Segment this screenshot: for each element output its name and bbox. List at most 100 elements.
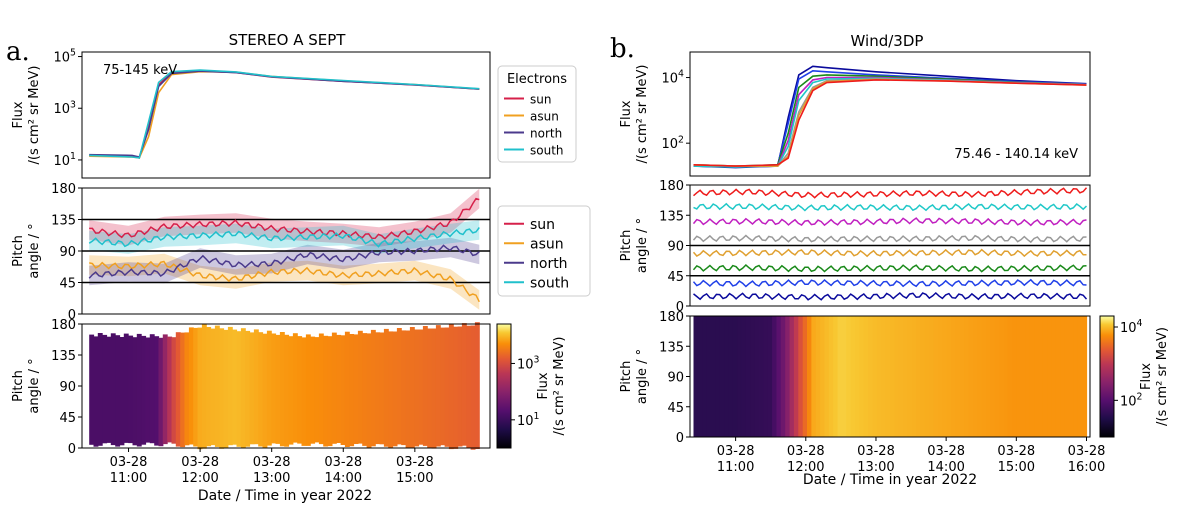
stereo-pitch-series-sun: [89, 197, 480, 240]
stereo-heatmap-cell: [388, 331, 394, 448]
stereo-flux-panel: 101 103 105 Flux/(s cm² sr MeV) 75-145 keV El…: [11, 48, 577, 179]
stereo-heatmap-cell: [89, 334, 95, 445]
stereo-heatmap-cell: [223, 329, 229, 448]
wind-heatmap-cell: [711, 316, 716, 437]
wind-heatmap-cell: [693, 316, 699, 437]
stereo-heatmap-xtick-time-0: 11:00: [110, 471, 147, 486]
stereo-flux-legend-label-asun: asun: [530, 110, 559, 124]
stereo-pitch-ylabel-line2: angle / °: [27, 223, 42, 278]
wind-pitch-series-ch2: [692, 278, 1087, 288]
wind-heatmap-ytick-label-1: 45: [667, 401, 684, 416]
wind-pitch-ytick-label-0: 0: [676, 300, 684, 315]
stereo-heatmap-cell: [266, 330, 272, 446]
stereo-heatmap-cell: [379, 332, 385, 445]
stereo-heatmap-xtick-date-1: 03-28: [181, 455, 219, 470]
stereo-heatmap-cell: [253, 329, 259, 445]
stereo-flux-frame: [81, 51, 491, 179]
wind-heatmap-xtick-time-0: 11:00: [717, 460, 754, 475]
stereo-heatmap-xtick-date-3: 03-28: [324, 455, 362, 470]
stereo-heatmap-cell: [457, 326, 463, 447]
stereo-heatmap-ytick-label-3: 135: [51, 349, 76, 364]
wind-heatmap-cell: [728, 316, 734, 437]
stereo-heatmap-cell: [275, 334, 281, 444]
wind-heatmap-cell: [850, 316, 856, 437]
wind-flux-ylabel-line2: /(s cm² sr MeV): [635, 65, 650, 164]
wind-flux-annotation: 75.46 - 140.14 keV: [954, 147, 1078, 162]
wind-heatmap-cell: [951, 316, 957, 437]
stereo-heatmap-ytick-label-2: 90: [59, 380, 76, 395]
wind-heatmap-cell: [807, 316, 812, 437]
wind-heatmap-ytick-label-2: 90: [667, 371, 684, 386]
stereo-heatmap-cell: [392, 331, 398, 447]
stereo-heatmap-cell: [167, 336, 173, 443]
wind-heatmap-cell: [1025, 316, 1031, 437]
wind-heatmap-xtick-time-4: 15:00: [998, 460, 1035, 475]
wind-heatmap-cell: [916, 316, 922, 437]
stereo-pitch-ytick-label-2: 90: [59, 245, 76, 260]
stereo-pitch-ytick-label-0: 0: [68, 308, 76, 323]
wind-heatmap-colorbar-label-line1: Flux: [1139, 363, 1154, 390]
wind-heatmap-cell: [990, 316, 996, 437]
stereo-heatmap-cell: [301, 337, 307, 446]
wind-pitch-ytick-label-1: 45: [667, 270, 684, 285]
stereo-pitch-series-south: [88, 227, 480, 248]
wind-heatmap-ytick-label-0: 0: [676, 431, 684, 446]
wind-heatmap-colorbar-label-line2: /(s cm² sr MeV): [1155, 327, 1170, 426]
stereo-flux-series-north: [89, 70, 480, 158]
wind-pitch-ylabel-line1: Pitch: [619, 230, 634, 262]
stereo-heatmap-xtick-time-1: 12:00: [181, 471, 218, 486]
wind-heatmap-ylabel-line2: angle / °: [635, 349, 650, 404]
wind-heatmap-cell: [1038, 316, 1044, 437]
wind-heatmap-cell: [885, 316, 891, 437]
stereo-heatmap-cell: [444, 327, 450, 447]
stereo-heatmap-cell: [310, 336, 316, 444]
stereo-heatmap-cell: [414, 329, 420, 447]
stereo-heatmap-frame: [81, 323, 491, 449]
wind-heatmap-cell: [898, 316, 904, 437]
stereo-heatmap-cell: [405, 330, 411, 448]
wind-heatmap-cell: [1073, 316, 1079, 437]
wind-heatmap-cell: [719, 316, 725, 437]
stereo-flux-legend-label-north: north: [530, 127, 562, 141]
stereo-heatmap-cell: [115, 335, 121, 447]
stereo-pitch-series-asun: [89, 260, 480, 303]
stereo-heatmap-ytick-label-4: 180: [51, 318, 76, 333]
wind-heatmap-cell: [981, 316, 987, 437]
wind-heatmap-cell: [811, 316, 817, 437]
wind-pitch-series-ch6: [692, 234, 1087, 244]
stereo-heatmap-cell: [375, 332, 381, 445]
stereo-pitch-legend-box: [497, 205, 591, 297]
stereo-heatmap-cell: [353, 334, 359, 444]
wind-heatmap-cell: [1047, 316, 1053, 437]
stereo-heatmap-cell: [331, 332, 337, 444]
stereo-flux-legend-title: Electrons: [507, 72, 567, 87]
stereo-heatmap-cell: [279, 332, 285, 447]
wind-heatmap-cell: [772, 316, 778, 437]
wind-heatmap-cell: [920, 316, 926, 437]
wind-heatmap-cell: [964, 316, 970, 437]
stereo-pitch-legend-label-north: north: [530, 256, 568, 272]
wind-heatmap-colorbar-tick-label-1: 104: [1120, 318, 1143, 336]
stereo-heatmap-ylabel-line2: angle / °: [27, 358, 42, 413]
wind-heatmap-cell: [1016, 316, 1022, 437]
wind-heatmap-cell: [933, 316, 939, 437]
wind-heatmap-ytick-label-4: 180: [659, 310, 684, 325]
wind-heatmap-cell: [924, 316, 930, 437]
stereo-pitch-frame: [81, 187, 491, 315]
stereo-heatmap-colorbar-tick-label-0: 101: [517, 411, 540, 429]
stereo-heatmap-cell: [149, 334, 155, 444]
stereo-heatmap-cell: [175, 332, 181, 447]
stereo-title: STEREO A SEPT: [229, 31, 347, 49]
stereo-heatmap-cell: [383, 328, 389, 447]
wind-heatmap-cell: [780, 316, 786, 437]
stereo-heatmap-cell: [470, 325, 476, 450]
stereo-heatmap-cell: [154, 336, 160, 446]
stereo-pitch-ylabel-line1: Pitch: [11, 235, 26, 267]
stereo-heatmap-cell: [128, 335, 134, 444]
stereo-heatmap-cell: [409, 327, 415, 449]
stereo-heatmap-cell: [119, 337, 125, 446]
wind-title: Wind/3DP: [851, 32, 924, 50]
stereo-heatmap-cell: [210, 328, 216, 446]
stereo-pitch-legend-label-south: south: [530, 275, 569, 291]
